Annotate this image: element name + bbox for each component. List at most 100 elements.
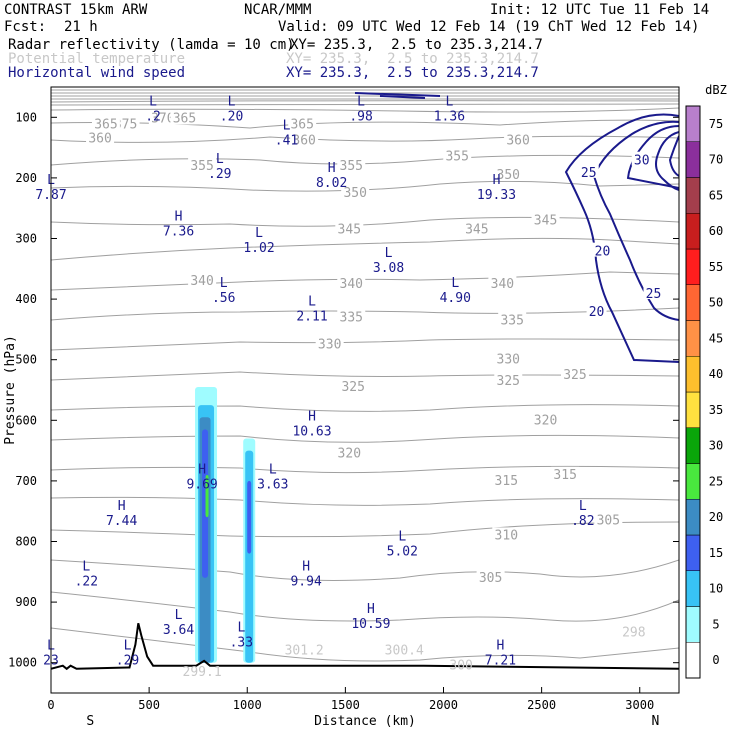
x-end-label-north: N [652, 714, 660, 729]
extremum-type: H [308, 409, 316, 424]
theta-label-bg [551, 466, 580, 481]
surface-theta-label: 298 [622, 625, 645, 640]
model-title: CONTRAST 15km ARW [4, 2, 148, 18]
extremum-marker: H7.36 [163, 209, 194, 239]
theta-label: 350 [497, 168, 520, 183]
extremum-marker: L1.02 [243, 226, 274, 256]
wind-label-bg [592, 242, 613, 257]
colorbar-legend: dBZ 0 5 10 15 20 25 30 35 40 45 50 55 60 65 70 75 [685, 83, 727, 679]
theta-label: 355 [445, 150, 468, 165]
extremum-value: 7.21 [485, 653, 516, 668]
colorbar-level-label: 0 [712, 653, 719, 667]
extremum-value: .33 [230, 635, 253, 650]
axes: 100 200 300 400 500 600 700 800 900 1000 0 500 1000 1… [3, 110, 679, 729]
theta-label-bg [462, 221, 491, 236]
colorbar-swatch [685, 534, 701, 571]
colorbar-swatch [685, 427, 701, 464]
colorbar-swatch [685, 391, 701, 428]
extremum-marker: H7.21 [485, 638, 516, 668]
extremum-value: 10.63 [292, 424, 331, 439]
extremum-type: L [228, 94, 236, 109]
y-tick-label: 500 [15, 353, 37, 367]
extremum-marker: L3.08 [373, 246, 404, 276]
theta-label-bg [443, 148, 472, 163]
x-tick-label: 1000 [233, 698, 262, 712]
theta-label: 365 [290, 118, 313, 133]
theta-label: 350 [343, 186, 366, 201]
surface-theta-label: 301.2 [285, 644, 324, 659]
theta-label: 330 [318, 338, 341, 353]
extremum-type: L [451, 276, 459, 291]
extremum-marker: L3.63 [257, 463, 288, 493]
extremum-marker: H9.94 [290, 560, 321, 590]
theta-label-bg [288, 116, 317, 131]
theta-label-bg [498, 312, 527, 327]
colorbar-level-label: 70 [709, 153, 723, 167]
colorbar-level-label: 5 [712, 617, 719, 631]
extremum-type: L [255, 226, 263, 241]
extremum-marker: H7.44 [106, 499, 137, 529]
extremum-value: .29 [116, 653, 139, 668]
extremum-value: .22 [75, 575, 98, 590]
theta-label-bg [560, 366, 589, 381]
theta-label: 310 [495, 528, 518, 543]
theta-label: 330 [497, 353, 520, 368]
field-name-wind: Horizontal wind speed [8, 65, 186, 81]
fcst-label: Fcst: [4, 19, 47, 35]
extremum-value: 9.69 [186, 478, 217, 493]
y-tick-label: 700 [15, 474, 37, 488]
field-xy-reflectivity: XY= 235.3, 2.5 to 235.3,214.7 [290, 37, 543, 53]
colorbar-swatch [685, 570, 701, 607]
extremum-type: L [124, 638, 132, 653]
plot-frame [50, 86, 680, 694]
colorbar-level-label: 20 [709, 510, 723, 524]
extremum-type: L [283, 119, 291, 134]
extremum-marker: L5.02 [387, 529, 418, 559]
extremum-value: .20 [220, 109, 243, 124]
colorbar-swatch [685, 356, 701, 393]
extremum-type: L [216, 152, 224, 167]
x-tick-label: 2000 [429, 698, 458, 712]
extremum-marker: H10.63 [292, 409, 331, 439]
theta-label: 365 [173, 112, 196, 127]
y-tick-label: 600 [15, 413, 37, 427]
extremum-type: H [198, 463, 206, 478]
y-tick-label: 800 [15, 535, 37, 549]
extremum-marker: H10.59 [351, 602, 390, 632]
wind-label-bg [586, 303, 607, 318]
y-axis-title: Pressure (hPa) [3, 335, 18, 445]
extremum-type: L [445, 94, 453, 109]
theta-label-bg [504, 132, 533, 147]
theta-label-bg [86, 130, 115, 145]
extremum-marker: L.98 [349, 94, 372, 124]
theta-label-bg [188, 272, 217, 287]
surface-theta-label: 300 [449, 659, 472, 674]
x-tick-label: 500 [138, 698, 160, 712]
extremum-type: L [308, 294, 316, 309]
extremum-value: .2 [145, 109, 161, 124]
extremum-marker: H19.33 [477, 173, 516, 203]
x-tick-label: 2500 [527, 698, 556, 712]
theta-label: 360 [88, 132, 111, 147]
field-name-theta: Potential temperature [8, 51, 186, 67]
x-tick-label: 0 [47, 698, 54, 712]
extremum-value: .29 [208, 167, 231, 182]
x-end-label-south: S [86, 714, 94, 729]
extremum-type: L [175, 608, 183, 623]
colorbar-level-label: 60 [709, 224, 723, 238]
extremum-value: .82 [571, 514, 594, 529]
theta-label-bg [335, 445, 364, 460]
colorbar-frame [685, 105, 701, 679]
extremum-type: L [398, 529, 406, 544]
theta-label: 340 [491, 277, 514, 292]
extremum-value: .41 [275, 134, 298, 149]
surface-theta-labels: 301.2 300.4 298 299.1 300 [183, 625, 646, 679]
theta-label: 335 [340, 310, 363, 325]
surface-theta-label: 300.4 [385, 644, 424, 659]
theta-label: 320 [338, 447, 361, 462]
theta-label-bg [91, 116, 120, 131]
org-label: NCAR/MMM [244, 2, 312, 18]
theta-label-bg [170, 110, 199, 125]
y-tick-label: 300 [15, 232, 37, 246]
colorbar-swatch [685, 320, 701, 357]
